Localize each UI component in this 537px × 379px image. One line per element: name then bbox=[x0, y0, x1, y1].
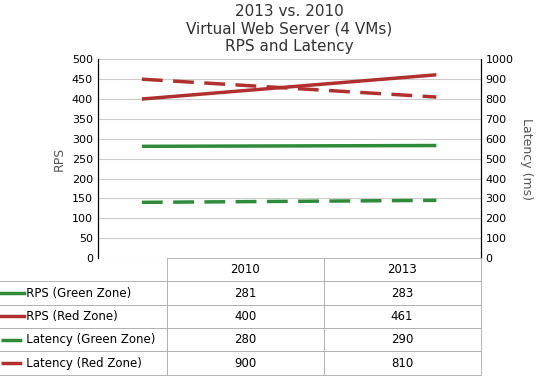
Y-axis label: RPS: RPS bbox=[53, 147, 66, 171]
Y-axis label: Latency (ms): Latency (ms) bbox=[520, 117, 533, 200]
Title: 2013 vs. 2010
Virtual Web Server (4 VMs)
RPS and Latency: 2013 vs. 2010 Virtual Web Server (4 VMs)… bbox=[186, 4, 392, 54]
